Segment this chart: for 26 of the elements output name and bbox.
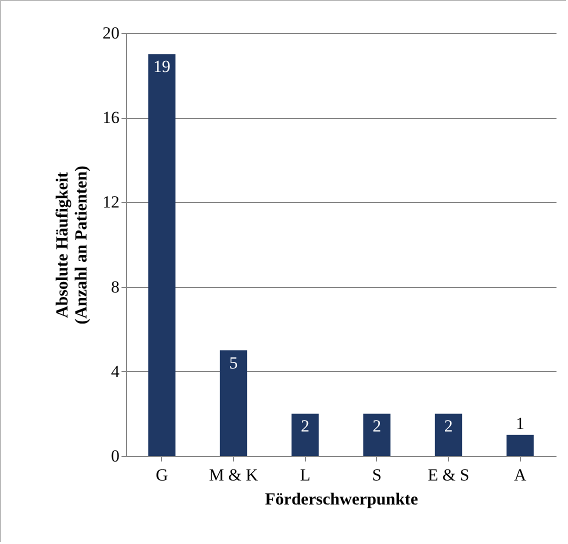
data-label: 19 [153,57,170,76]
y-tick-label: 4 [111,362,120,381]
x-tick-label: G [156,466,168,484]
bar [148,54,176,456]
bar [220,350,248,456]
data-label: 2 [444,416,453,436]
bar [434,414,462,456]
data-label: 5 [229,353,238,372]
y-tick-label: 0 [111,446,120,466]
data-label: 2 [372,416,382,436]
data-label: 2 [300,416,310,436]
x-tick-label: S [372,466,382,484]
x-axis-title: Förderschwerpunkte [265,490,418,508]
x-tick-label: A [514,466,528,484]
y-tick-label: 20 [102,24,120,42]
x-tick-label: M & K [208,466,259,484]
y-tick-label: 8 [111,277,120,296]
bar [506,434,534,456]
x-tick-label: L [300,466,310,484]
bar [292,414,319,456]
bar [363,414,390,456]
y-axis-title: Absolute Häufigkeit (Anzahl an Patienten) [52,166,90,324]
y-tick-label: 16 [102,108,120,128]
data-label: 1 [516,414,524,433]
y-tick-label: 12 [102,192,120,212]
x-tick-label: E & S [428,466,470,484]
